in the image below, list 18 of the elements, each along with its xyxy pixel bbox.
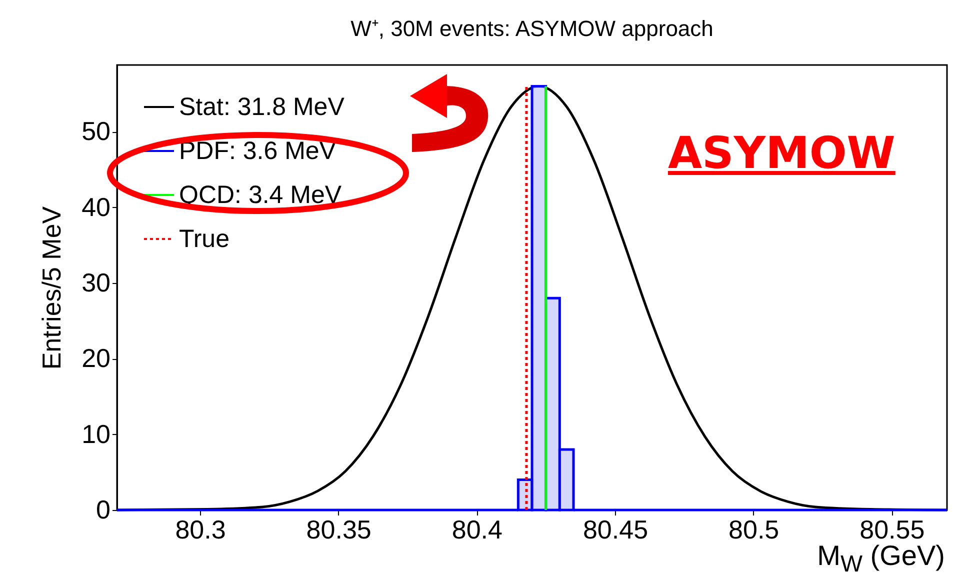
x-tick-label: 80.5 bbox=[728, 514, 780, 544]
annotation: ASYMOW bbox=[668, 128, 896, 179]
chart-title: W⁺, 30M events: ASYMOW approach bbox=[350, 16, 714, 41]
legend-label: True bbox=[179, 225, 230, 253]
x-tick-label: 80.45 bbox=[582, 514, 648, 544]
x-tick-label: 80.35 bbox=[306, 514, 372, 544]
y-tick-label: 40 bbox=[82, 192, 110, 222]
x-tick-label: 80.3 bbox=[175, 514, 226, 544]
y-tick-label: 50 bbox=[82, 116, 110, 146]
y-axis-title: Entries/5 MeV bbox=[36, 206, 67, 370]
y-tick-label: 10 bbox=[82, 418, 110, 449]
y-tick-label: 20 bbox=[82, 343, 110, 374]
x-tick-label: 80.4 bbox=[452, 514, 502, 544]
legend-label: QCD: 3.4 MeV bbox=[179, 181, 342, 209]
y-tick-label: 30 bbox=[82, 267, 110, 298]
legend-label: Stat: 31.8 MeV bbox=[179, 93, 345, 121]
legend-label: PDF: 3.6 MeV bbox=[179, 137, 336, 165]
y-tick-label: 0 bbox=[96, 494, 110, 524]
